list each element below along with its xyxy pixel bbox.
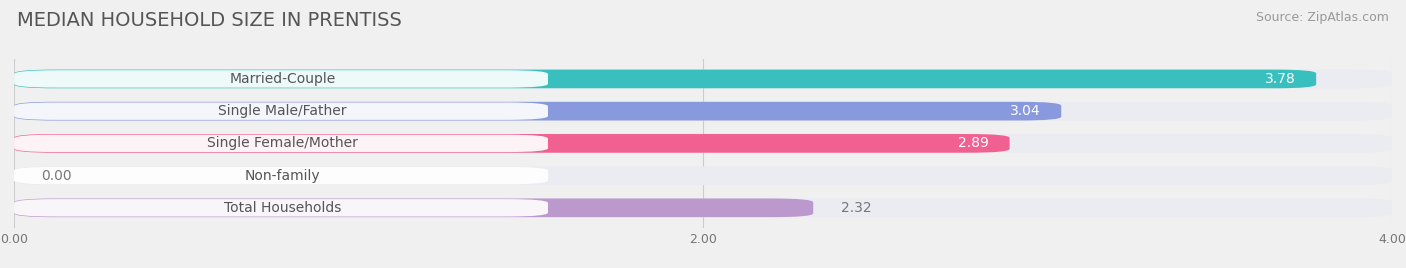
FancyBboxPatch shape	[14, 166, 1392, 185]
FancyBboxPatch shape	[14, 102, 1392, 121]
FancyBboxPatch shape	[14, 199, 1392, 217]
FancyBboxPatch shape	[14, 102, 548, 120]
FancyBboxPatch shape	[14, 199, 813, 217]
FancyBboxPatch shape	[14, 70, 548, 88]
FancyBboxPatch shape	[14, 134, 1392, 153]
Text: Single Male/Father: Single Male/Father	[218, 104, 347, 118]
Text: Total Households: Total Households	[224, 201, 342, 215]
Text: 0.00: 0.00	[42, 169, 72, 183]
Text: 3.78: 3.78	[1265, 72, 1295, 86]
FancyBboxPatch shape	[14, 135, 548, 152]
FancyBboxPatch shape	[14, 167, 548, 184]
Text: Non-family: Non-family	[245, 169, 321, 183]
Text: 2.32: 2.32	[841, 201, 872, 215]
FancyBboxPatch shape	[14, 70, 1392, 88]
FancyBboxPatch shape	[14, 134, 1010, 153]
Text: MEDIAN HOUSEHOLD SIZE IN PRENTISS: MEDIAN HOUSEHOLD SIZE IN PRENTISS	[17, 11, 402, 30]
Text: Source: ZipAtlas.com: Source: ZipAtlas.com	[1256, 11, 1389, 24]
FancyBboxPatch shape	[14, 199, 548, 217]
Text: Single Female/Mother: Single Female/Mother	[207, 136, 359, 150]
Text: 3.04: 3.04	[1010, 104, 1040, 118]
FancyBboxPatch shape	[14, 102, 1062, 121]
FancyBboxPatch shape	[14, 70, 1316, 88]
Text: 2.89: 2.89	[957, 136, 988, 150]
Text: Married-Couple: Married-Couple	[229, 72, 336, 86]
